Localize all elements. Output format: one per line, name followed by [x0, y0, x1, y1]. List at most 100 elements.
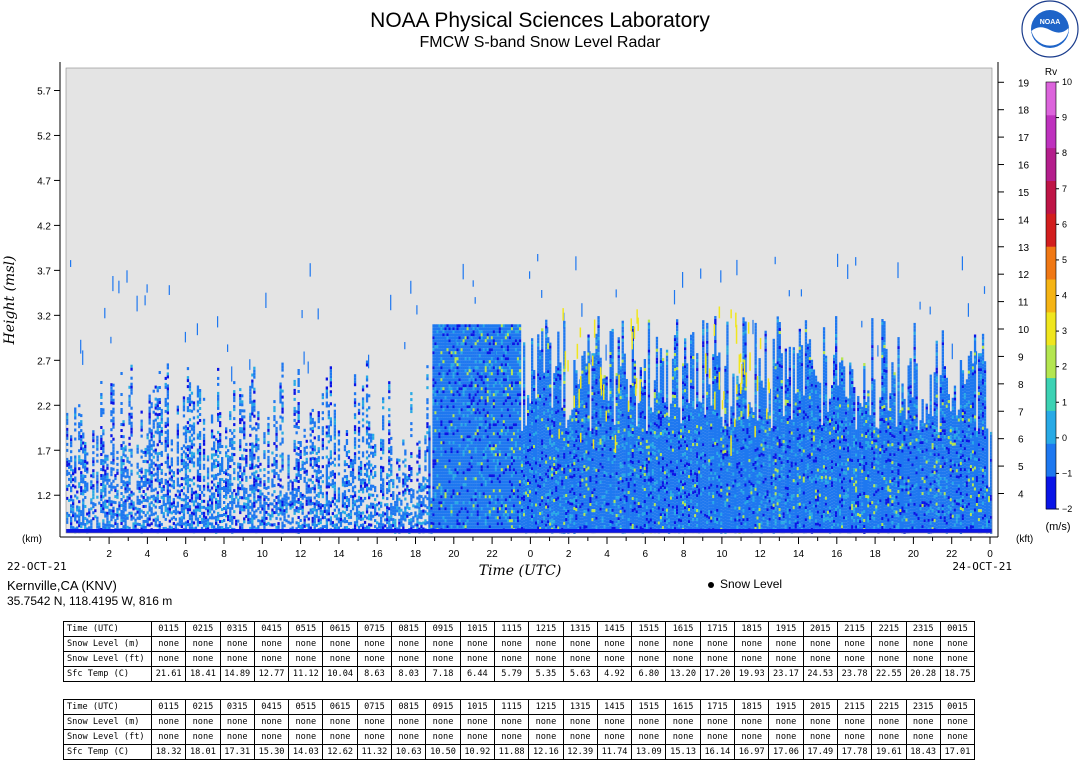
table-cell: none	[665, 636, 701, 652]
table-cell: none	[253, 714, 290, 730]
table-cell: 14.89	[219, 666, 255, 682]
table-cell: 1715	[699, 699, 736, 715]
table-cell: none	[253, 729, 290, 745]
table-cell: 0415	[253, 699, 290, 715]
table-cell: none	[185, 651, 221, 667]
y-tick-label-left: 5.2	[37, 131, 51, 142]
colorbar-segment	[1046, 180, 1056, 214]
table-cell: 15.13	[665, 744, 701, 760]
table-cell: none	[939, 651, 976, 667]
table-cell: 10.92	[459, 744, 495, 760]
table-cell: none	[425, 636, 461, 652]
table-cell: 1415	[596, 621, 633, 637]
table-cell: 21.61	[150, 666, 187, 682]
colorbar-tick-label: −2	[1062, 504, 1072, 514]
table-cell: none	[836, 651, 873, 667]
y-unit-right: (kft)	[1016, 534, 1033, 545]
snow-level-legend-label: Snow Level	[720, 577, 783, 591]
y-tick-label-right: 4	[1018, 489, 1024, 500]
table-cell: none	[734, 729, 770, 745]
table-cell: 23.17	[768, 666, 804, 682]
colorbar-segment	[1046, 279, 1056, 313]
table-cell: none	[939, 636, 976, 652]
logo-text: NOAA	[1040, 19, 1061, 26]
observation-table-day1: Time (UTC) 0115 0215 0315 0415 0515 0615 0715 08…	[63, 621, 976, 682]
table-cell: none	[459, 714, 495, 730]
row-label: Snow Level (m)	[63, 636, 152, 652]
table-cell: none	[871, 714, 907, 730]
table-cell: 2315	[905, 621, 941, 637]
row-label: Time (UTC)	[63, 699, 152, 715]
table-cell: 11.74	[596, 744, 633, 760]
row-label: Snow Level (ft)	[63, 651, 152, 667]
table-cell: none	[836, 714, 873, 730]
end-date-label: 24-OCT-21	[952, 560, 1012, 573]
table-cell: none	[185, 636, 221, 652]
table-cell: 1015	[459, 699, 495, 715]
table-cell: none	[871, 651, 907, 667]
table-cell: none	[493, 651, 530, 667]
table-cell: none	[596, 729, 633, 745]
colorbar-segment	[1046, 114, 1056, 149]
table-cell: 17.31	[219, 744, 255, 760]
table-cell: none	[528, 636, 564, 652]
colorbar-tick-label: 8	[1062, 148, 1067, 158]
x-tick-label: 16	[831, 549, 843, 560]
x-axis-label: Time (UTC)	[479, 563, 562, 579]
table-cell: none	[493, 729, 530, 745]
table-cell: 0215	[185, 699, 221, 715]
table-cell: 1315	[562, 699, 598, 715]
table-cell: 1315	[562, 621, 598, 637]
x-tick-label: 8	[681, 549, 687, 560]
x-tick-label: 8	[221, 549, 227, 560]
plot-frame	[65, 67, 993, 534]
x-tick-label: 0	[987, 549, 993, 560]
table-cell: none	[734, 636, 770, 652]
plot-area	[66, 68, 993, 534]
table-cell: 18.43	[905, 744, 941, 760]
table-cell: 0615	[322, 621, 358, 637]
table-cell: 18.32	[150, 744, 187, 760]
table-cell: none	[356, 714, 393, 730]
table-cell: 15.30	[253, 744, 290, 760]
y-tick-label-right: 18	[1018, 106, 1030, 117]
colorbar-segment	[1046, 82, 1056, 116]
colorbar-tick-label: 2	[1062, 362, 1067, 372]
table-cell: none	[939, 729, 976, 745]
table-cell: 14.03	[288, 744, 324, 760]
y-tick-label-left: 2.7	[37, 356, 51, 367]
y-tick-label-right: 8	[1018, 380, 1024, 391]
table-cell: 0115	[150, 699, 187, 715]
y-tick-label-right: 12	[1018, 270, 1030, 281]
table-cell: 2315	[905, 699, 941, 715]
table-cell: 1815	[734, 699, 770, 715]
table-cell: none	[219, 729, 255, 745]
table-cell: none	[562, 636, 598, 652]
table-cell: 0515	[288, 699, 324, 715]
table-cell: 0915	[425, 621, 461, 637]
table-cell: none	[802, 636, 838, 652]
colorbar-title: Rv	[1045, 67, 1057, 78]
colorbar-segment	[1046, 410, 1056, 444]
table-cell: none	[699, 651, 736, 667]
table-cell: 17.20	[699, 666, 736, 682]
table-cell: none	[871, 729, 907, 745]
table-cell: none	[425, 714, 461, 730]
site-coordinates: 35.7542 N, 118.4195 W, 816 m	[7, 594, 173, 608]
colorbar-segment	[1046, 377, 1056, 411]
site-name: Kernville,CA (KNV)	[7, 578, 117, 593]
table-cell: 17.01	[939, 744, 976, 760]
table-cell: none	[631, 729, 667, 745]
colorbar-segment	[1046, 344, 1056, 379]
x-tick-label: 12	[755, 549, 767, 560]
table-cell: 5.35	[528, 666, 564, 682]
start-date-label: 22-OCT-21	[7, 560, 67, 573]
y-tick-label-right: 14	[1018, 215, 1030, 226]
y-tick-label-right: 11	[1018, 298, 1029, 309]
table-cell: 10.50	[425, 744, 461, 760]
table-cell: none	[905, 636, 941, 652]
x-tick-label: 2	[106, 549, 112, 560]
table-cell: 16.97	[734, 744, 770, 760]
table-cell: 10.04	[322, 666, 358, 682]
table-cell: none	[185, 729, 221, 745]
